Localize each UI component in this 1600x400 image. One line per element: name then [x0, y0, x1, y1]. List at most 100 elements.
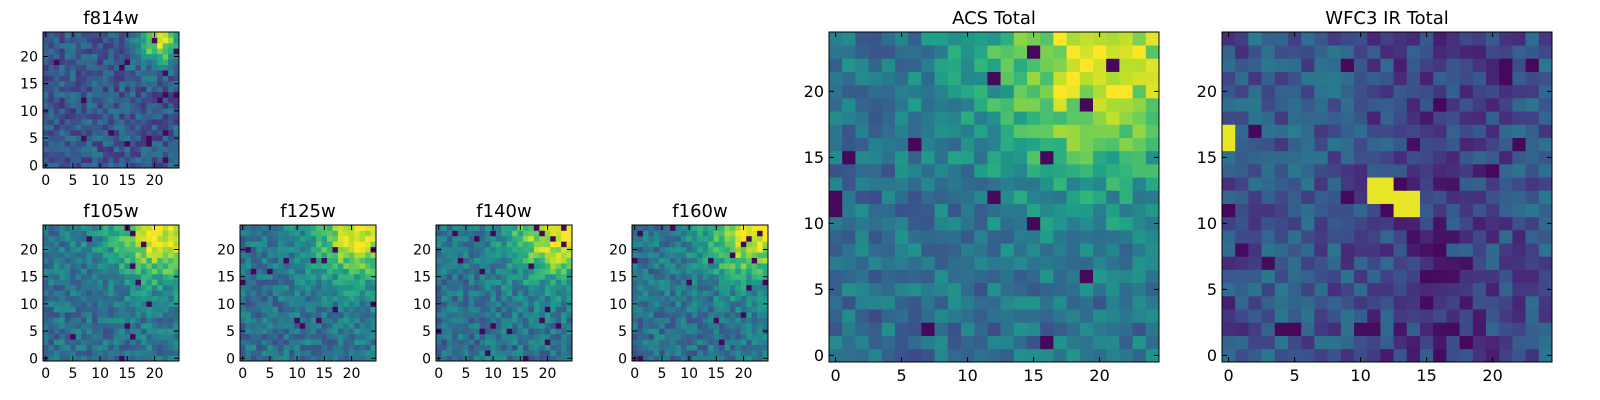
heatmap-cell: [523, 295, 529, 302]
heatmap-cell: [921, 243, 935, 257]
heatmap-cell: [97, 70, 104, 76]
heatmap-cell: [130, 328, 136, 335]
heatmap-cell: [1288, 335, 1302, 350]
heatmap-cell: [637, 273, 644, 280]
heatmap-cell: [1499, 203, 1513, 218]
heatmap-cell: [987, 282, 1001, 297]
heatmap-cell: [868, 256, 883, 270]
heatmap-cell: [43, 157, 49, 163]
heatmap-cell: [528, 241, 535, 248]
heatmap-cell: [43, 146, 49, 153]
heatmap-cell: [1013, 177, 1028, 191]
heatmap-cell: [261, 279, 268, 286]
heatmap-cell: [495, 225, 502, 231]
heatmap-cell: [757, 241, 763, 248]
heatmap-cell: [81, 339, 87, 346]
heatmap-cell: [75, 328, 82, 335]
heatmap-cell: [64, 70, 71, 76]
heatmap-cell: [75, 268, 82, 275]
heatmap-cell: [934, 348, 949, 363]
heatmap-cell: [135, 151, 142, 158]
heatmap-cell: [987, 269, 1001, 284]
heatmap-cell: [533, 246, 540, 253]
heatmap-cell: [119, 235, 125, 242]
heatmap-cell: [157, 108, 164, 114]
heatmap-cell: [474, 355, 480, 362]
heatmap-cell: [934, 98, 949, 112]
heatmap-cell: [240, 235, 246, 242]
heatmap-cell: [550, 263, 557, 269]
heatmap-cell: [740, 273, 747, 280]
heatmap-cell: [506, 333, 513, 340]
heatmap-cell: [305, 290, 312, 297]
heatmap-cell: [108, 48, 115, 55]
heatmap-cell: [895, 322, 909, 336]
heatmap-cell: [168, 146, 174, 153]
heatmap-cell: [1027, 216, 1041, 231]
x-tick-label: 20: [735, 366, 753, 382]
heatmap-cell: [1499, 111, 1513, 125]
heatmap-cell: [86, 273, 93, 280]
heatmap-cell: [140, 241, 147, 248]
heatmap-cell: [921, 150, 935, 165]
heatmap-cell: [157, 124, 164, 131]
heatmap-cell: [140, 37, 147, 44]
heatmap-cell: [75, 284, 82, 291]
heatmap-cell: [91, 48, 98, 55]
heatmap-cell: [354, 312, 361, 318]
heatmap-cell: [1406, 71, 1421, 86]
heatmap-cell: [637, 246, 644, 253]
heatmap-cell: [70, 102, 76, 109]
heatmap-cell: [108, 151, 115, 158]
heatmap-cell: [934, 269, 949, 284]
heatmap-cell: [151, 113, 158, 120]
heatmap-cell: [299, 246, 306, 253]
heatmap-cell: [436, 317, 442, 324]
heatmap-cell: [1538, 309, 1553, 323]
heatmap-cell: [479, 279, 486, 286]
heatmap-cell: [829, 348, 843, 363]
heatmap-cell: [151, 252, 158, 258]
heatmap-cell: [1145, 269, 1160, 284]
heatmap-cell: [1248, 124, 1262, 138]
heatmap-cell: [157, 102, 164, 109]
heatmap-cell: [1327, 98, 1342, 112]
heatmap-cell: [343, 230, 350, 237]
heatmap-cell: [1261, 137, 1276, 152]
heatmap-cell: [436, 279, 442, 286]
heatmap-cell: [294, 301, 301, 307]
heatmap-cell: [86, 48, 93, 55]
heatmap-cell: [140, 339, 147, 346]
heatmap-cell: [1040, 190, 1054, 204]
heatmap-cell: [735, 355, 742, 362]
heatmap-cell: [708, 241, 714, 248]
heatmap-cell: [1093, 124, 1107, 138]
heatmap-cell: [1406, 164, 1421, 178]
heatmap-cell: [332, 350, 339, 356]
heatmap-cell: [702, 246, 709, 253]
heatmap-cell: [1027, 256, 1041, 270]
heatmap-cell: [59, 279, 66, 286]
heatmap-cell: [729, 241, 736, 248]
heatmap-cell: [1106, 32, 1120, 46]
y-tick-label: 0: [29, 158, 38, 174]
heatmap-cell: [102, 312, 109, 318]
heatmap-cell: [278, 246, 284, 253]
heatmap-cell: [895, 243, 909, 257]
heatmap-cell: [523, 273, 529, 280]
heatmap-cell: [288, 312, 295, 318]
heatmap-cell: [533, 235, 540, 242]
heatmap-cell: [245, 295, 252, 302]
heatmap-cell: [539, 284, 546, 291]
heatmap-cell: [283, 306, 290, 313]
heatmap-cell: [348, 246, 355, 253]
heatmap-cell: [354, 306, 361, 313]
heatmap-cell: [348, 344, 355, 351]
heatmap-cell: [523, 328, 529, 335]
heatmap-cell: [1222, 32, 1236, 46]
heatmap-cell: [81, 146, 87, 153]
heatmap-cell: [70, 344, 76, 351]
heatmap-cell: [757, 333, 763, 340]
heatmap-cell: [506, 257, 513, 264]
